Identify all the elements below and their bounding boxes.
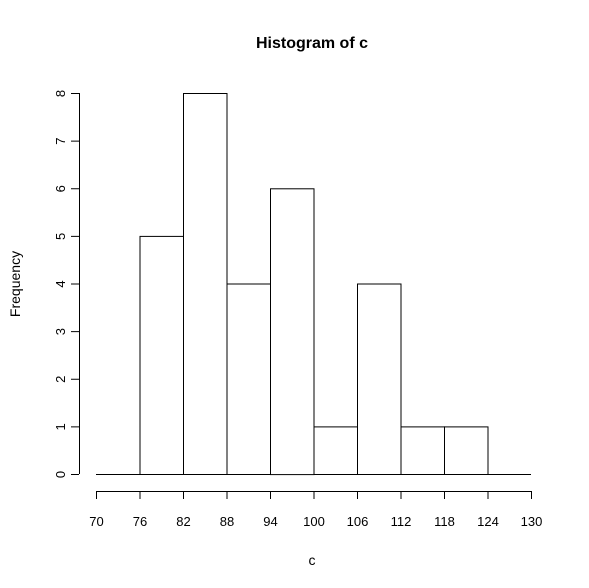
y-axis-label: Frequency: [7, 251, 23, 317]
y-tick-label: 8: [53, 90, 68, 97]
y-tick-label: 1: [53, 423, 68, 430]
x-tick-label: 94: [263, 514, 277, 529]
histogram-bar: [183, 93, 228, 475]
chart-title: Histogram of c: [256, 35, 368, 52]
x-tick-label: 112: [391, 514, 412, 529]
histogram-bar: [226, 283, 271, 475]
x-tick-label: 88: [220, 514, 234, 529]
histogram-bar: [400, 426, 445, 475]
x-tick-label: 76: [133, 514, 147, 529]
y-tick-label: 4: [53, 280, 68, 287]
y-axis: 0 1 2 3 4 5 6 7 8: [53, 90, 80, 478]
x-tick-label: 100: [303, 514, 325, 529]
histogram-bar: [357, 283, 402, 475]
x-axis-label: c: [309, 552, 316, 568]
y-tick-label: 3: [53, 328, 68, 335]
x-tick-label: 118: [434, 514, 455, 529]
x-tick-label: 106: [347, 514, 369, 529]
histogram-bar: [444, 426, 489, 475]
x-tick-label: 124: [477, 514, 499, 529]
histogram-bar: [270, 188, 315, 476]
y-tick-label: 7: [53, 138, 68, 145]
y-tick-label: 2: [53, 376, 68, 383]
y-tick-label: 5: [53, 233, 68, 240]
y-tick-label: 0: [53, 471, 68, 478]
histogram-bar: [313, 426, 358, 475]
histogram-bars: [96, 93, 531, 476]
histogram-bar: [139, 235, 184, 475]
x-tick-label: 70: [89, 514, 103, 529]
x-tick-label: 130: [521, 514, 543, 529]
y-tick-label: 6: [53, 185, 68, 192]
x-tick-label: 82: [176, 514, 190, 529]
x-axis: 70 76 82 88 94 100 106 112 118 124 130: [89, 491, 542, 529]
